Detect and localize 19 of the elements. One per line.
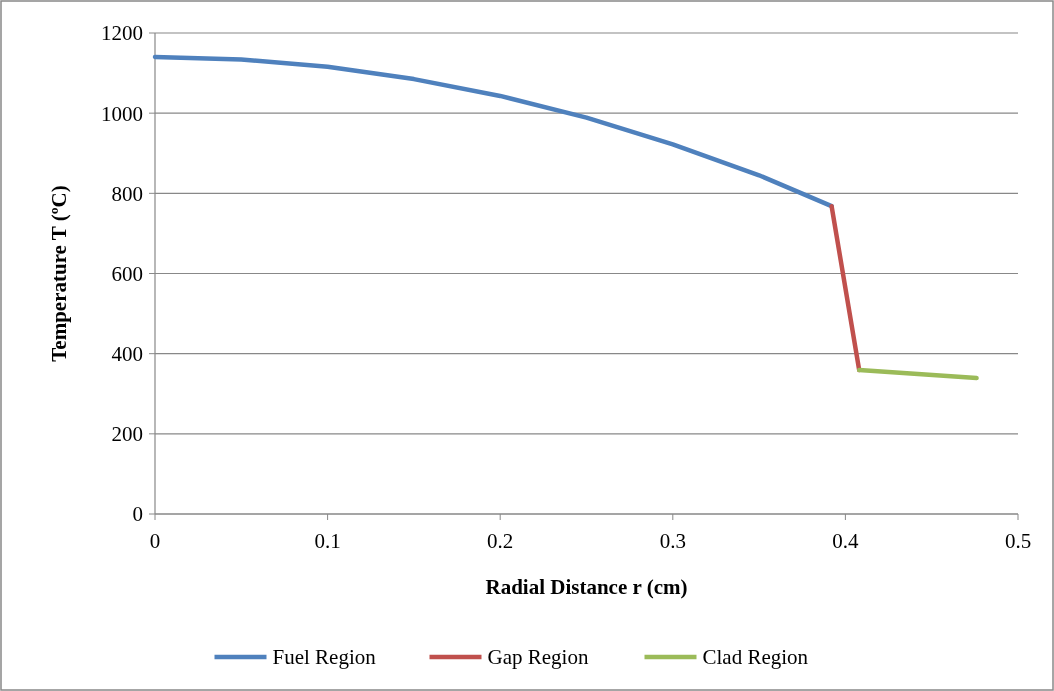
legend-label: Fuel Region	[272, 645, 377, 670]
x-tick-label: 0.5	[1004, 529, 1032, 553]
y-tick-label: 600	[111, 261, 143, 286]
y-tick-label: 0	[132, 502, 143, 527]
line-series	[152, 54, 834, 209]
y-tick-label: 400	[111, 342, 143, 367]
y-tick-label: 1200	[101, 21, 143, 46]
legend-label: Gap Region	[487, 645, 589, 670]
x-tick-label: 0	[149, 529, 161, 553]
legend-label: Clad Region	[702, 645, 809, 670]
y-tick-label: 1000	[101, 101, 143, 126]
y-axis-title: Temperature T (ºC)	[47, 185, 71, 362]
y-tick-label: 800	[111, 181, 143, 206]
x-tick-label: 0.1	[314, 529, 341, 553]
x-axis-title: Radial Distance r (cm)	[485, 575, 688, 599]
x-tick-label: 0.2	[487, 529, 514, 553]
y-tick-label: 200	[111, 422, 143, 447]
x-tick-label: 0.4	[832, 529, 860, 553]
x-tick-label: 0.3	[659, 529, 686, 553]
